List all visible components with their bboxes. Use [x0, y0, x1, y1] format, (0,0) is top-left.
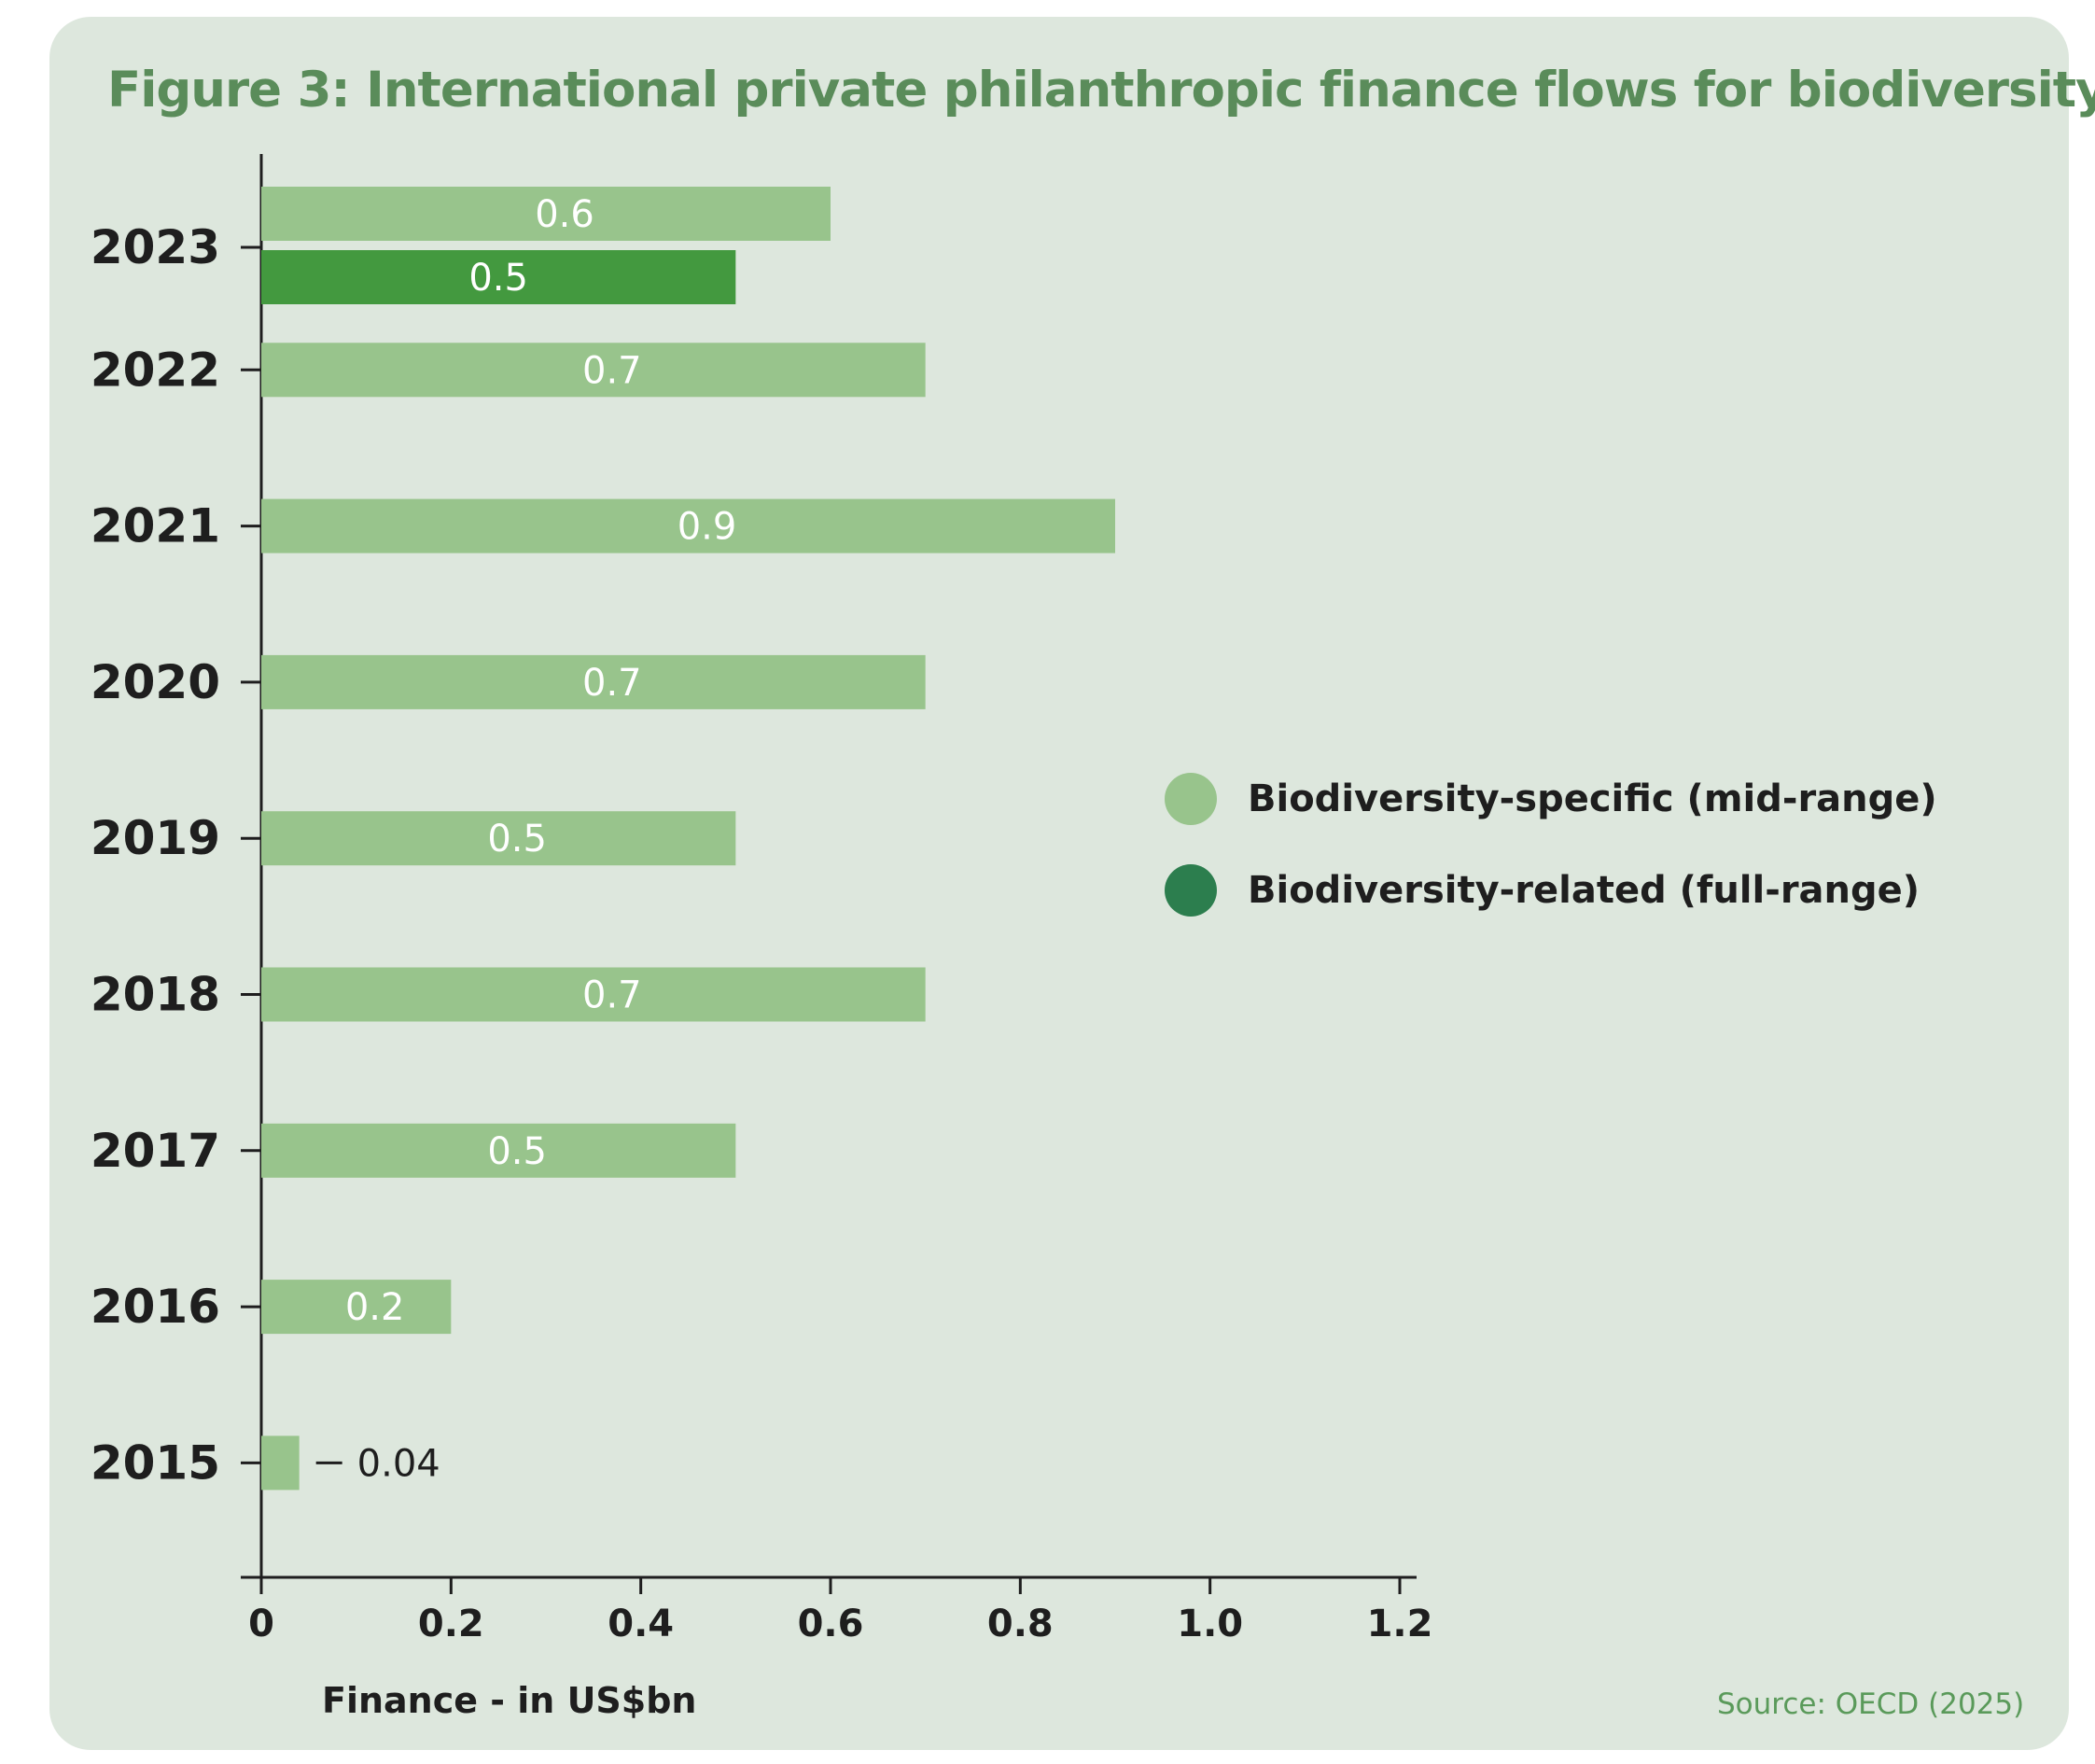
- x-tick-label: 0.6: [798, 1603, 864, 1645]
- x-axis-title: Finance - in US$bn: [322, 1680, 697, 1721]
- y-tick-label: 2015: [91, 1435, 220, 1490]
- bar-biodiversity-specific: [261, 498, 1115, 553]
- x-tick-label: 0.8: [987, 1603, 1054, 1645]
- bar-biodiversity-specific: [261, 967, 926, 1022]
- legend-item-specific: Biodiversity-specific (mid-range): [1165, 773, 1937, 825]
- y-tick-label: 2020: [91, 655, 220, 709]
- x-tick-label: 0: [248, 1603, 274, 1645]
- bar-biodiversity-specific: [261, 1123, 736, 1178]
- bar-biodiversity-specific: [261, 187, 831, 241]
- y-tick-label: 2022: [91, 343, 220, 397]
- chart-legend: Biodiversity-specific (mid-range) Biodiv…: [1165, 773, 1937, 956]
- bar-value-label: 0.5: [487, 1130, 547, 1173]
- x-tick-label: 0.2: [418, 1603, 484, 1645]
- x-tick-label: 1.0: [1177, 1603, 1243, 1645]
- bar-biodiversity-related: [261, 250, 736, 304]
- bar-biodiversity-specific: [261, 1435, 300, 1491]
- x-tick-label: 1.2: [1367, 1603, 1433, 1645]
- legend-item-related: Biodiversity-related (full-range): [1165, 864, 1937, 917]
- chart-card: [49, 17, 2069, 1750]
- legend-label-specific: Biodiversity-specific (mid-range): [1248, 777, 1937, 820]
- y-tick-label: 2017: [91, 1124, 220, 1178]
- bar-value-label: 0.7: [582, 974, 642, 1017]
- y-tick-label: 2019: [91, 811, 220, 865]
- bar-biodiversity-specific: [261, 654, 926, 709]
- bar-biodiversity-specific: [261, 811, 736, 866]
- y-tick-label: 2023: [91, 220, 220, 274]
- bar-value-label: 0.6: [535, 193, 594, 236]
- bar-biodiversity-specific: [261, 1280, 452, 1335]
- bar-value-label: 0.7: [582, 349, 642, 392]
- y-tick-label: 2021: [91, 499, 220, 553]
- chart-title: Figure 3: International private philanth…: [107, 62, 2095, 119]
- bar-value-label: 0.5: [487, 818, 547, 861]
- bar-biodiversity-specific: [261, 343, 926, 398]
- bar-value-label: 0.04: [357, 1442, 440, 1485]
- bar-value-label: 0.2: [345, 1286, 405, 1329]
- y-tick-label: 2016: [91, 1280, 220, 1334]
- legend-swatch-specific: [1165, 773, 1217, 825]
- legend-label-related: Biodiversity-related (full-range): [1248, 869, 1920, 912]
- bar-value-label: 0.5: [468, 257, 528, 300]
- source-note: Source: OECD (2025): [1717, 1687, 2025, 1721]
- legend-swatch-related: [1165, 864, 1217, 917]
- x-tick-label: 0.4: [608, 1603, 674, 1645]
- bar-value-label: 0.7: [582, 662, 642, 705]
- bar-value-label: 0.9: [677, 506, 737, 549]
- y-tick-label: 2018: [91, 968, 220, 1022]
